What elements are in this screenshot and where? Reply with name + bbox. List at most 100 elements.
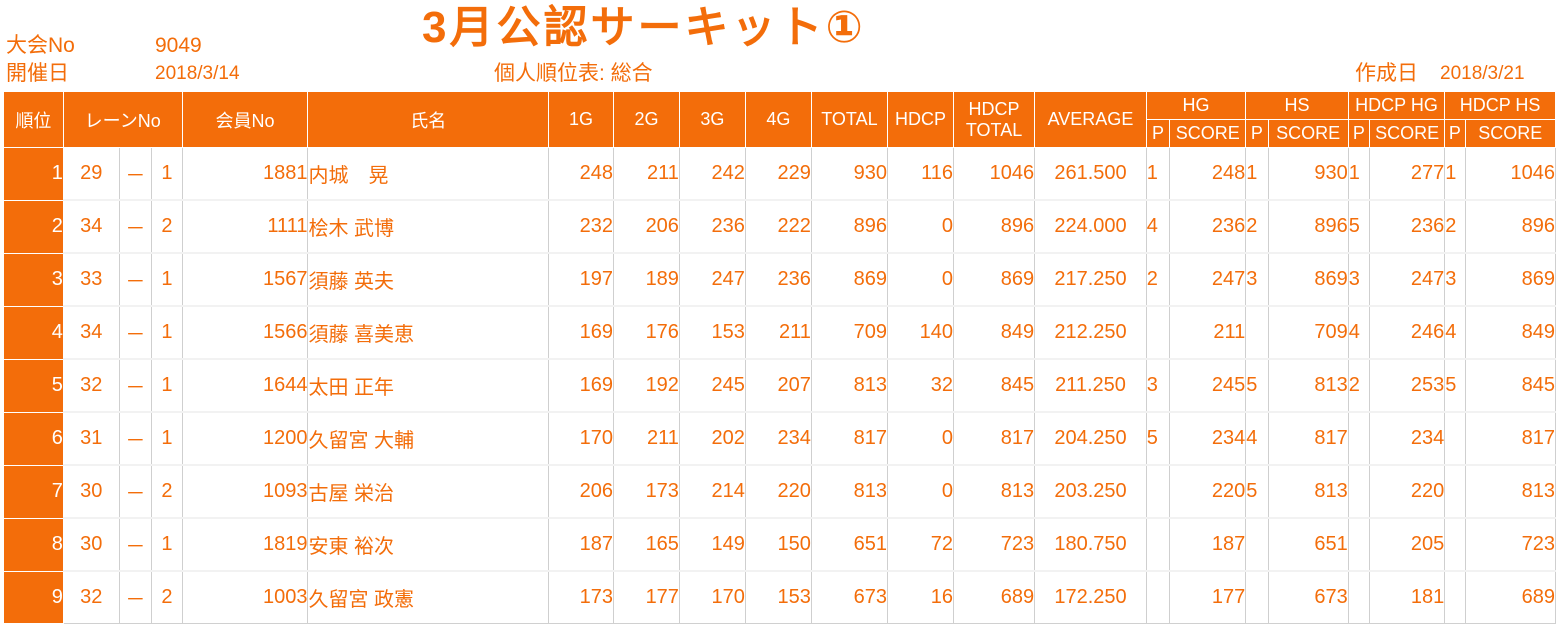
cell-g1: 170 (548, 411, 614, 466)
cell-g3: 153 (678, 305, 746, 360)
cell-hdcp: 116 (887, 147, 954, 201)
cell-hs-p: 5 (1245, 358, 1269, 413)
cell-name: 古屋 栄治 (307, 464, 550, 519)
table-row: 6 31 － 1 1200 久留宮 大輔 170 211 202 234 817… (3, 411, 1556, 466)
cell-g1: 173 (548, 570, 614, 624)
cell-hg-p (1145, 464, 1171, 519)
cell-g4: 150 (744, 517, 812, 572)
cell-name: 桧木 武博 (307, 199, 550, 254)
cell-lane-dash: － (118, 305, 153, 360)
cell-member: 1644 (181, 358, 309, 413)
cell-average: 261.500 (1034, 147, 1147, 201)
cell-hdcp-hg-score: 234 (1369, 411, 1446, 466)
cell-hs-score: 896 (1267, 199, 1349, 254)
cell-hg-p (1145, 305, 1171, 360)
cell-rank: 5 (3, 358, 64, 413)
cell-hdcp-hg-score: 205 (1369, 517, 1446, 572)
cell-hdcp-hg-score: 253 (1369, 358, 1446, 413)
cell-average: 217.250 (1034, 252, 1147, 307)
cell-average: 172.250 (1034, 570, 1147, 624)
cell-hdcp: 32 (887, 358, 954, 413)
cell-total: 651 (810, 517, 889, 572)
col-hg-p: P (1145, 119, 1171, 148)
cell-hdcp-total: 723 (952, 517, 1036, 572)
cell-lane-dash: － (118, 147, 153, 201)
cell-g2: 173 (612, 464, 680, 519)
cell-hg-p (1145, 570, 1171, 624)
cell-hdcp-hs-score: 845 (1464, 358, 1556, 413)
cell-average: 203.250 (1034, 464, 1147, 519)
cell-hdcp-hg-p (1347, 570, 1371, 624)
col-hdcp-hg-score: SCORE (1369, 119, 1446, 148)
cell-hdcp-hs-score: 723 (1464, 517, 1556, 572)
cell-g2: 211 (612, 147, 680, 201)
cell-hg-score: 187 (1169, 517, 1247, 572)
cell-hs-score: 930 (1267, 147, 1349, 201)
table-row: 8 30 － 1 1819 安東 裕次 187 165 149 150 651 … (3, 517, 1556, 572)
cell-name: 久留宮 政憲 (307, 570, 550, 624)
cell-total: 869 (810, 252, 889, 307)
cell-hdcp-hg-p: 2 (1347, 358, 1371, 413)
cell-lane-box: 1 (151, 358, 183, 413)
cell-hg-p (1145, 517, 1171, 572)
page-title: 3月公認サーキット① (422, 3, 866, 52)
cell-total: 813 (810, 464, 889, 519)
cell-g4: 229 (744, 147, 812, 201)
cell-hg-score: 234 (1169, 411, 1247, 466)
created-label: 作成日 (1355, 62, 1418, 85)
cell-hdcp-total: 1046 (952, 147, 1036, 201)
col-hdcp-hs: HDCP HS (1444, 91, 1556, 120)
cell-lane: 29 (62, 147, 120, 201)
cell-hdcp-hg-score: 236 (1369, 199, 1446, 254)
cell-g2: 211 (612, 411, 680, 466)
col-hs: HS (1245, 91, 1349, 120)
cell-name: 太田 正年 (307, 358, 550, 413)
cell-hdcp-hs-score: 817 (1464, 411, 1556, 466)
cell-hg-score: 248 (1169, 147, 1247, 201)
cell-hg-score: 177 (1169, 570, 1247, 624)
cell-total: 930 (810, 147, 889, 201)
cell-hg-p: 1 (1145, 147, 1171, 201)
cell-g2: 189 (612, 252, 680, 307)
cell-hg-score: 236 (1169, 199, 1247, 254)
cell-g2: 206 (612, 199, 680, 254)
cell-hs-p (1245, 517, 1269, 572)
cell-hdcp-total: 845 (952, 358, 1036, 413)
cell-member: 1111 (181, 199, 309, 254)
cell-lane-dash: － (118, 570, 153, 624)
col-hdcp: HDCP (887, 91, 954, 148)
cell-hdcp-hs-p (1444, 570, 1466, 624)
cell-lane-box: 1 (151, 305, 183, 360)
cell-lane-box: 1 (151, 411, 183, 466)
cell-g1: 169 (548, 305, 614, 360)
cell-hdcp-total: 896 (952, 199, 1036, 254)
table-row: 3 33 － 1 1567 須藤 英夫 197 189 247 236 869 … (3, 252, 1556, 307)
cell-hdcp-hg-p: 1 (1347, 147, 1371, 201)
report-subtitle: 個人順位表: 総合 (494, 62, 653, 85)
cell-g4: 153 (744, 570, 812, 624)
col-g2: 2G (612, 91, 680, 148)
cell-hdcp-total: 849 (952, 305, 1036, 360)
cell-hdcp-hg-score: 246 (1369, 305, 1446, 360)
cell-g1: 232 (548, 199, 614, 254)
cell-g4: 236 (744, 252, 812, 307)
table-row: 4 34 － 1 1566 須藤 喜美恵 169 176 153 211 709… (3, 305, 1556, 360)
cell-hs-p (1245, 305, 1269, 360)
cell-hg-p: 5 (1145, 411, 1171, 466)
cell-hg-score: 247 (1169, 252, 1247, 307)
cell-lane-dash: － (118, 517, 153, 572)
cell-hs-p: 5 (1245, 464, 1269, 519)
cell-member: 1566 (181, 305, 309, 360)
cell-lane-dash: － (118, 411, 153, 466)
created-date: 2018/3/21 (1440, 63, 1525, 84)
cell-total: 709 (810, 305, 889, 360)
cell-rank: 2 (3, 199, 64, 254)
col-total: TOTAL (810, 91, 889, 148)
cell-rank: 8 (3, 517, 64, 572)
cell-hs-score: 817 (1267, 411, 1349, 466)
cell-hg-p: 3 (1145, 358, 1171, 413)
cell-g2: 192 (612, 358, 680, 413)
cell-hg-p: 4 (1145, 199, 1171, 254)
cell-hs-score: 813 (1267, 464, 1349, 519)
cell-total: 817 (810, 411, 889, 466)
